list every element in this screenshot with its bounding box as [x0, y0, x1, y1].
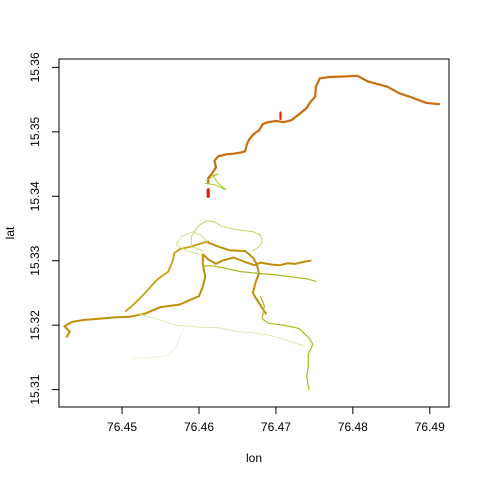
y-tick-label: 15.31	[28, 374, 42, 404]
y-axis: 15.31 15.32 15.33 15.34 15.35 15.36	[28, 52, 59, 405]
track-line-11	[175, 231, 208, 255]
x-axis: 76.45 76.46 76.47 76.48 76.49	[107, 407, 445, 434]
track-line-6	[125, 240, 210, 312]
track-line-10	[190, 220, 263, 252]
track-line-4	[63, 253, 312, 338]
y-tick-label: 15.33	[28, 245, 42, 275]
plot-frame	[58, 58, 450, 408]
track-line-1	[207, 74, 441, 185]
y-tick-label: 15.34	[28, 181, 42, 211]
y-tick-label: 15.32	[28, 310, 42, 340]
track-line-13	[133, 327, 185, 360]
y-tick-label: 15.36	[28, 52, 42, 82]
y-axis-label: lat	[3, 226, 17, 239]
track-line-7	[202, 265, 317, 282]
y-tick-label: 15.35	[28, 116, 42, 146]
track-line-8	[259, 295, 314, 391]
x-tick-label: 76.46	[184, 420, 214, 434]
x-axis-label: lon	[246, 451, 262, 465]
x-tick-label: 76.45	[107, 420, 137, 434]
x-tick-label: 76.49	[415, 420, 445, 434]
x-tick-label: 76.47	[261, 420, 291, 434]
track-line-12	[137, 313, 306, 347]
series-layer	[63, 74, 441, 391]
track-line-9	[204, 173, 227, 191]
track-line-5	[207, 241, 267, 315]
x-tick-label: 76.48	[338, 420, 368, 434]
